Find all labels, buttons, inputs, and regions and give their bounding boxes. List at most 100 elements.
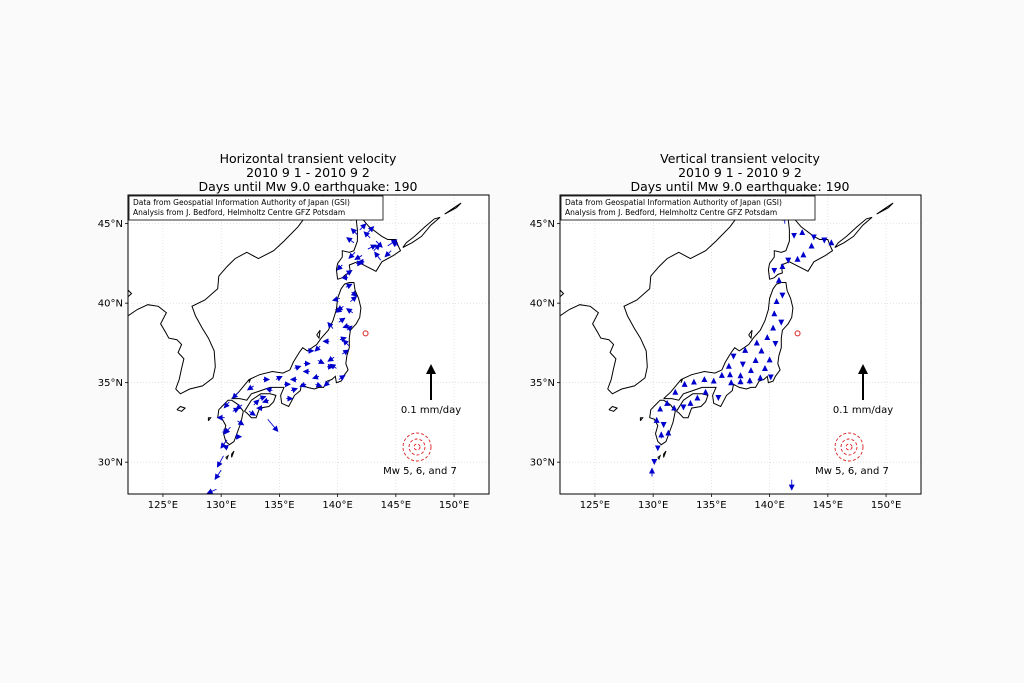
coastline — [560, 304, 617, 390]
x-tick-label: 150°E — [871, 500, 901, 511]
coastline — [175, 195, 324, 395]
velocity-arrow — [237, 419, 245, 426]
velocity-arrow — [342, 339, 350, 347]
velocity-arrow — [290, 387, 298, 394]
velocity-arrow — [267, 418, 279, 433]
coastline — [225, 454, 230, 461]
coastline — [207, 417, 212, 422]
velocity-arrow — [248, 410, 256, 416]
velocity-arrow — [345, 308, 354, 314]
velocity-arrow — [339, 336, 347, 343]
credit-analysis: Analysis from J. Bedford, Helmholtz Cent… — [133, 208, 345, 217]
velocity-arrow — [350, 228, 358, 236]
velocity-arrow — [331, 296, 341, 302]
coastline — [247, 378, 252, 383]
map-plot: 125°E 130°E 135°E 140°E 145°E 150°E 45°N 40°N 35… — [98, 194, 490, 511]
velocity-arrow — [374, 251, 382, 261]
velocity-arrow — [317, 358, 325, 364]
velocity-arrow — [359, 223, 367, 231]
credit-analysis: Analysis from J. Bedford, Helmholtz Cent… — [565, 208, 777, 217]
magnitude-circle — [834, 432, 864, 462]
horizontal-velocity-panel: Horizontal transient velocity 2010 9 1 -… — [98, 150, 508, 520]
magnitude-circle — [413, 443, 421, 451]
x-tick-label: 130°E — [638, 500, 668, 511]
y-tick-label: 40°N — [98, 299, 123, 310]
map-title: Vertical transient velocity — [660, 151, 820, 166]
y-tick-label: 45°N — [530, 219, 555, 230]
velocity-arrow — [217, 455, 224, 468]
coastline — [607, 195, 756, 395]
y-tick-label: 45°N — [98, 219, 123, 230]
x-tick-label: 135°E — [264, 500, 294, 511]
velocity-arrow — [231, 391, 239, 399]
velocity-arrow — [335, 307, 343, 313]
velocity-arrow — [363, 231, 371, 239]
magnitude-circle — [408, 438, 426, 456]
velocity-arrow — [350, 295, 358, 303]
coastline — [244, 393, 277, 419]
epicenter-marker — [362, 330, 369, 337]
coastline — [657, 454, 662, 461]
velocity-arrow — [315, 381, 323, 388]
scale-label: 0.1 mm/day — [833, 405, 893, 416]
x-tick-label: 150°E — [439, 500, 469, 511]
vertical-velocity-panel: Vertical transient velocity 2010 9 1 - 2… — [530, 150, 940, 520]
velocity-arrow — [314, 345, 321, 352]
map-days-until: Days until Mw 9.0 earthquake: 190 — [630, 179, 850, 194]
plot-area — [560, 195, 921, 494]
velocity-arrow — [373, 243, 381, 251]
coastline — [335, 214, 402, 280]
x-tick-label: 125°E — [580, 500, 610, 511]
coastline — [649, 399, 676, 446]
velocity-arrow — [275, 376, 283, 382]
coastline — [676, 393, 709, 419]
coastline — [231, 282, 362, 408]
velocity-arrow — [265, 387, 273, 394]
velocity-arrow — [222, 444, 229, 451]
plot-frame — [127, 194, 490, 495]
velocity-arrow — [312, 373, 320, 380]
coastline — [876, 202, 894, 215]
magnitude-circle — [840, 438, 858, 456]
velocity-arrow — [299, 381, 307, 388]
velocity-arrow — [294, 365, 302, 371]
coastline — [834, 216, 873, 248]
velocity-arrow — [348, 251, 356, 259]
coastline — [748, 329, 753, 340]
y-tick-label: 35°N — [530, 378, 555, 389]
coastline — [316, 329, 321, 340]
coastline — [402, 216, 441, 248]
coastline — [128, 304, 185, 390]
coastline — [663, 282, 794, 408]
magnitude-circle — [845, 443, 853, 451]
credit-box — [560, 195, 816, 221]
velocity-arrow — [336, 264, 343, 271]
coastlines — [128, 195, 462, 461]
velocity-arrow — [206, 488, 217, 494]
plot-frame — [559, 194, 922, 495]
map-days-until: Days until Mw 9.0 earthquake: 190 — [198, 179, 418, 194]
x-tick-label: 125°E — [148, 500, 178, 511]
coastline — [444, 202, 462, 215]
epicenter-marker — [794, 330, 801, 337]
y-tick-label: 30°N — [530, 458, 555, 469]
magnitude-legend-label: Mw 5, 6, and 7 — [815, 466, 889, 477]
magnitude-circle — [402, 432, 432, 462]
velocity-arrow — [327, 321, 334, 329]
plot-area — [128, 195, 489, 494]
credit-data-source: Data from Geospatial Information Authori… — [133, 198, 350, 207]
velocity-arrow — [323, 380, 331, 387]
coastline — [608, 405, 619, 412]
velocity-arrow — [345, 283, 353, 290]
velocity-arrow — [232, 407, 240, 414]
scale-label: 0.1 mm/day — [401, 405, 461, 416]
velocity-arrow — [223, 401, 230, 409]
velocity-arrow — [338, 317, 346, 324]
credit-box — [128, 195, 384, 221]
y-tick-label: 35°N — [98, 378, 123, 389]
magnitude-legend-label: Mw 5, 6, and 7 — [383, 466, 457, 477]
velocity-arrow — [384, 250, 392, 258]
coastline — [639, 417, 644, 422]
x-tick-label: 140°E — [322, 500, 352, 511]
velocity-arrow — [246, 384, 255, 391]
